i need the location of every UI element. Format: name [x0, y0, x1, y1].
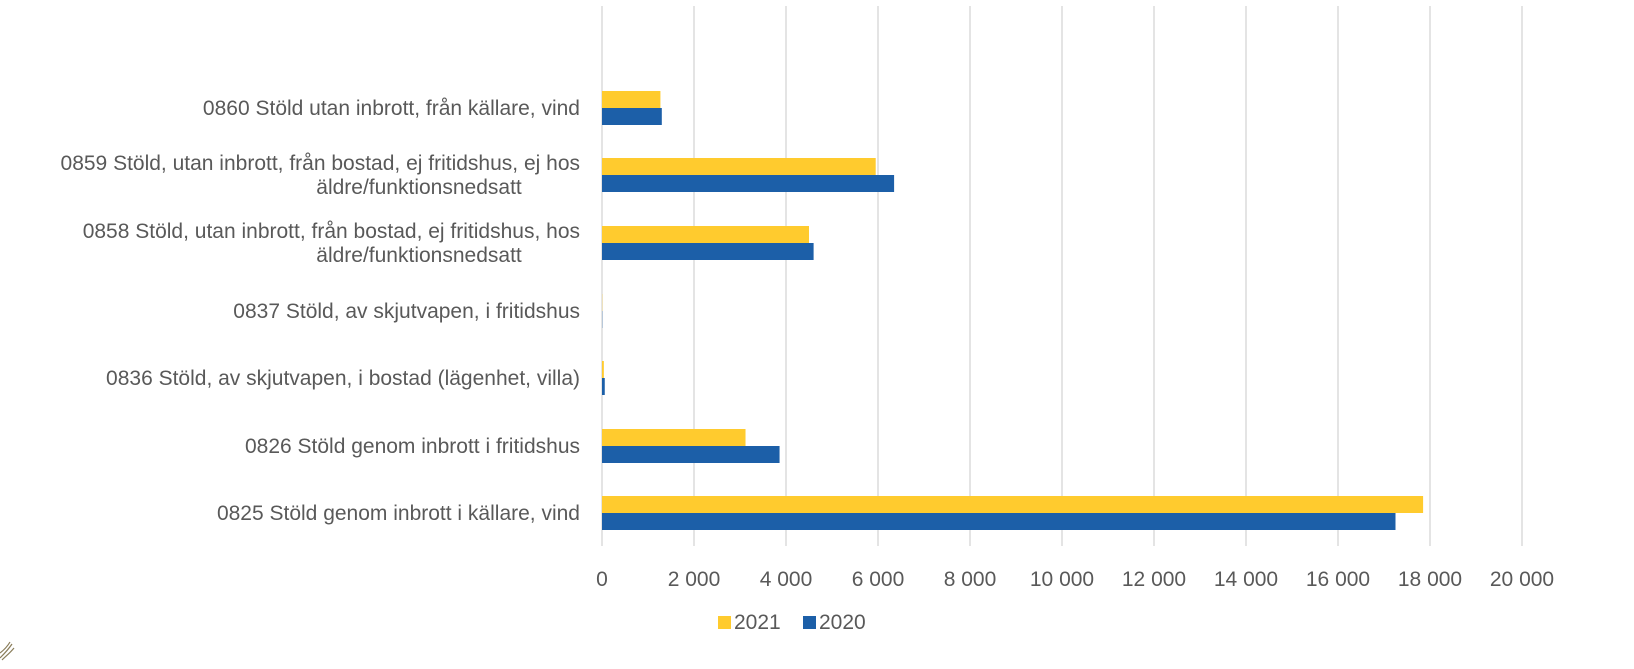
x-tick-label: 2 000 — [668, 568, 721, 591]
bar-2020 — [602, 243, 814, 260]
category-label: 0837 Stöld, av skjutvapen, i fritidshus — [233, 300, 580, 323]
category-label: 0858 Stöld, utan inbrott, från bostad, e… — [83, 220, 580, 243]
corner-emblem-fragment — [0, 636, 16, 662]
category-label: 0825 Stöld genom inbrott i källare, vind — [217, 502, 580, 525]
legend-label: 2021 — [734, 611, 781, 634]
legend-swatch-2020 — [803, 616, 816, 629]
value-axis: 0 2 000 4 000 6 000 8 000 10 000 12 000 14 000 1… — [596, 568, 1554, 591]
category-label: 0826 Stöld genom inbrott i fritidshus — [245, 435, 580, 458]
x-tick-label: 6 000 — [852, 568, 905, 591]
category-label: 0860 Stöld utan inbrott, från källare, v… — [203, 97, 580, 120]
category-label: 0859 Stöld, utan inbrott, från bostad, e… — [61, 152, 580, 175]
bar-2020 — [602, 175, 894, 192]
x-tick-label: 18 000 — [1398, 568, 1462, 591]
x-tick-label: 4 000 — [760, 568, 813, 591]
legend-swatch-2021 — [718, 616, 731, 629]
x-tick-label: 20 000 — [1490, 568, 1554, 591]
x-tick-label: 14 000 — [1214, 568, 1278, 591]
x-tick-label: 12 000 — [1122, 568, 1186, 591]
category-label: äldre/funktionsnedsatt — [316, 244, 522, 267]
bar-2021 — [602, 91, 660, 108]
bar-2021 — [602, 429, 746, 446]
bar-2021 — [602, 226, 809, 243]
bar-2020 — [602, 513, 1396, 530]
bar-2020 — [602, 378, 605, 395]
legend: 2021 2020 — [718, 611, 866, 634]
bar-2021 — [602, 496, 1423, 513]
legend-label: 2020 — [819, 611, 866, 634]
bars — [602, 91, 1423, 530]
category-axis: 0825 Stöld genom inbrott i källare, vind… — [61, 97, 580, 525]
bar-2020 — [602, 108, 662, 125]
bar-2021 — [602, 361, 604, 378]
category-label: äldre/funktionsnedsatt — [316, 176, 522, 199]
gridlines — [602, 6, 1522, 546]
x-tick-label: 16 000 — [1306, 568, 1370, 591]
x-tick-label: 8 000 — [944, 568, 997, 591]
x-tick-label: 10 000 — [1030, 568, 1094, 591]
bar-2020 — [602, 446, 780, 463]
category-label: 0836 Stöld, av skjutvapen, i bostad (läg… — [106, 367, 580, 390]
bar-2021 — [602, 158, 876, 175]
x-tick-label: 0 — [596, 568, 608, 591]
